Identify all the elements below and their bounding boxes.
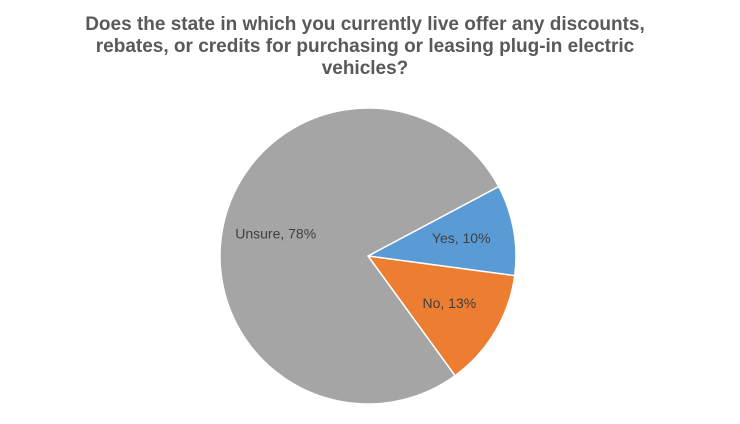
data-label: Unsure, 78% [235,225,316,241]
data-label: No, 13% [422,295,476,311]
chart-title: Does the state in which you currently li… [85,14,645,79]
pie-slice [365,185,517,277]
data-label: Yes, 10% [432,230,491,246]
pie-slice [366,255,516,377]
pie-slice [219,107,500,405]
